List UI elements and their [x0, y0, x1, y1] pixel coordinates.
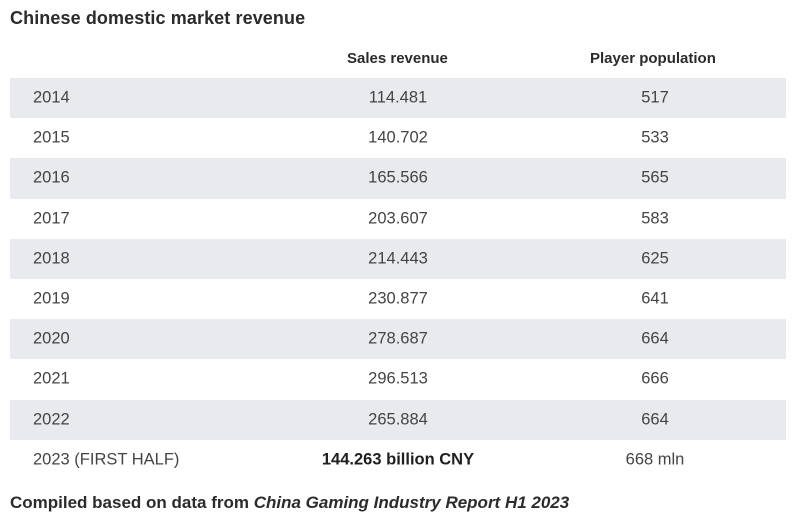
table-row: 2014 114.481 517	[10, 78, 786, 119]
cell-sales-revenue: 214.443	[368, 249, 428, 268]
cell-year: 2022	[33, 410, 70, 429]
cell-player-population: 565	[641, 168, 669, 187]
table-row: 2021 296.513 666	[10, 359, 786, 399]
table-title: Chinese domestic market revenue	[10, 8, 306, 28]
cell-player-population: 625	[641, 249, 669, 268]
cell-year: 2014	[33, 88, 70, 107]
cell-player-population: 664	[641, 329, 669, 348]
cell-year: 2020	[33, 329, 70, 348]
table-row: 2023 (FIRST HALF) 144.263 billion CNY 668 …	[10, 440, 786, 480]
cell-player-population: 666	[641, 369, 669, 388]
cell-player-population: 664	[641, 410, 669, 429]
cell-sales-revenue: 140.702	[368, 128, 428, 147]
revenue-table: Sales revenue Player population 2014 114.…	[10, 40, 786, 480]
header-sales-revenue: Sales revenue	[347, 50, 448, 67]
cell-player-population: 668 mln	[625, 450, 685, 469]
table-header: Sales revenue Player population	[10, 40, 786, 78]
source-note: Compiled based on data from China Gaming…	[10, 493, 569, 513]
cell-year: 2023 (FIRST HALF)	[33, 450, 180, 469]
header-player-population: Player population	[590, 50, 716, 67]
cell-sales-revenue: 278.687	[368, 329, 428, 348]
cell-player-population: 641	[641, 289, 669, 308]
cell-sales-revenue: 296.513	[368, 369, 428, 388]
cell-sales-revenue: 144.263 billion CNY	[321, 450, 475, 469]
cell-year: 2016	[33, 168, 70, 187]
cell-player-population: 517	[641, 88, 669, 107]
cell-year: 2019	[33, 289, 70, 308]
table-row: 2022 265.884 664	[10, 399, 786, 440]
cell-year: 2018	[33, 249, 70, 268]
cell-sales-revenue: 230.877	[368, 289, 428, 308]
cell-year: 2021	[33, 369, 70, 388]
table-row: 2020 278.687 664	[10, 319, 786, 360]
table-row: 2017 203.607 583	[10, 199, 786, 239]
cell-player-population: 583	[641, 209, 669, 228]
table-row: 2015 140.702 533	[10, 118, 786, 158]
cell-sales-revenue: 265.884	[368, 410, 428, 429]
source-title: China Gaming Industry Report H1 2023	[253, 493, 570, 512]
source-prefix: Compiled based on data from	[10, 493, 254, 512]
table-row: 2019 230.877 641	[10, 279, 786, 319]
table-body: 2014 114.481 517 2015 140.702 533 2016 165.566 5…	[10, 78, 786, 480]
cell-year: 2015	[33, 128, 70, 147]
cell-sales-revenue: 203.607	[368, 209, 428, 228]
cell-player-population: 533	[641, 128, 669, 147]
table-row: 2016 165.566 565	[10, 158, 786, 199]
cell-sales-revenue: 114.481	[368, 88, 428, 107]
cell-sales-revenue: 165.566	[368, 168, 428, 187]
table-row: 2018 214.443 625	[10, 238, 786, 279]
cell-year: 2017	[33, 209, 70, 228]
